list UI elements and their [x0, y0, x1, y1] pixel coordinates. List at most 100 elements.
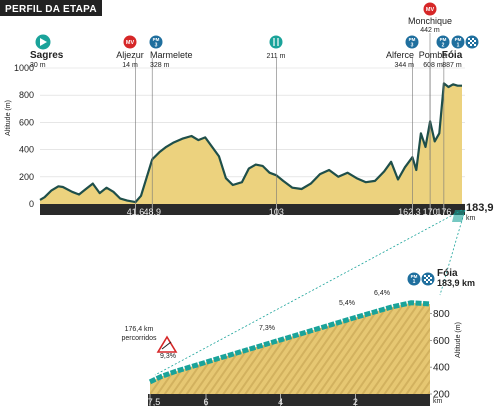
place-name: Marmelete — [150, 50, 193, 60]
y-tick-label: 200 — [433, 390, 450, 401]
finish-distance: 183,9 km — [466, 202, 494, 222]
y-tick-label: 1000 — [14, 63, 34, 73]
y-tick-label: 800 — [433, 309, 450, 320]
mv-icon-label: MV — [126, 40, 135, 46]
pm-icon-number: 3 — [155, 43, 158, 49]
place-altitude: 887 m — [442, 62, 462, 69]
x-ticks: 7,5 6 4 2 — [148, 394, 358, 407]
start-annotation: 176,4 km percorridos — [121, 326, 178, 353]
mv-icon-label: MV — [426, 7, 435, 13]
y-ticks: 0 200 400 600 800 1000 — [14, 63, 34, 209]
pm-icon-label: PM — [409, 37, 416, 42]
pm-icon — [407, 272, 421, 286]
finish-km-value: 183,9 — [466, 202, 494, 214]
checker-square — [472, 38, 474, 40]
page-title: PERFIL DA ETAPA — [5, 4, 97, 15]
x-tick-label: 6 — [203, 397, 208, 407]
pm-icon — [436, 35, 450, 49]
road-bar — [148, 394, 430, 406]
place-altitude: 211 m — [267, 53, 286, 60]
pm-icon-label: PM — [440, 37, 447, 42]
x-tick-label: 176 — [436, 207, 451, 217]
start-km-label: 176,4 km — [125, 326, 154, 333]
main-profile-chart: Altitude (m) 0 200 400 600 800 1000 41,6 48,9 1… — [5, 2, 494, 222]
summit-km: 183,9 km — [437, 278, 475, 288]
start-km-sublabel: percorridos — [121, 335, 157, 342]
place-name: Monchique — [408, 16, 452, 26]
title-bar: PERFIL DA ETAPA — [0, 0, 102, 16]
steep-warning-slope — [161, 341, 172, 350]
checker-square — [470, 44, 472, 46]
pm-icon-label: PM — [153, 37, 160, 42]
zoom-marker — [452, 210, 465, 222]
pm-icon-number: 1 — [413, 279, 416, 285]
finish-km-unit: km — [466, 215, 476, 222]
pm-icon-label: PM — [455, 37, 462, 42]
y-tick-label: 400 — [19, 145, 34, 155]
pm-icon-number: 3 — [411, 43, 414, 49]
x-tick-label: 170 — [423, 207, 438, 217]
x-tick-label: 48,9 — [143, 207, 161, 217]
x-tick-label: 41,6 — [127, 207, 145, 217]
place-name: Alferce — [386, 50, 414, 60]
summit-name: Fóia — [437, 268, 458, 279]
profile-area — [40, 83, 462, 204]
checker-square — [474, 44, 476, 46]
x-tick-label: 2 — [353, 397, 358, 407]
x-tick-label: 4 — [278, 397, 283, 407]
summit-label: PM 1 Fóia 183,9 km — [407, 268, 475, 288]
place-altitude: 608 m — [423, 62, 443, 69]
y-tick-label: 0 — [29, 199, 34, 209]
zoom-connector — [154, 209, 466, 376]
place-altitude: 442 m — [420, 27, 440, 34]
gradient-labels: 9,3% 7,3% 5,4% 6,4% — [160, 290, 390, 360]
pm-icon-number: 1 — [457, 43, 460, 49]
y-tick-label: 400 — [433, 363, 450, 374]
gradient-label: 5,4% — [339, 300, 355, 307]
x-tick-label: 7,5 — [148, 397, 161, 407]
checker-square — [474, 40, 476, 42]
place-name: Pomba — [419, 50, 448, 60]
place-altitude: 344 m — [395, 62, 415, 69]
pm-icon — [405, 35, 419, 49]
climb-line — [148, 300, 431, 385]
zoom-x-axis-label: km — [433, 398, 443, 405]
zoom-y-axis-label: Altitude (m) — [455, 322, 462, 358]
place-name: Sagres — [30, 50, 64, 61]
profile-line — [39, 82, 462, 204]
place-aljezur: MV Aljezur 14 m — [116, 35, 144, 69]
zoom-line-right — [439, 209, 466, 296]
pm-icon — [451, 35, 465, 49]
title-background — [0, 0, 102, 16]
gradient-label: 6,4% — [374, 290, 390, 297]
x-tick-label: 162,3 — [398, 207, 421, 217]
place-feed-zone: 211 m — [267, 35, 286, 60]
climb-area — [150, 302, 430, 394]
checker-square — [472, 42, 474, 44]
pm-icon-number: 2 — [442, 43, 445, 49]
pm-icon — [149, 35, 163, 49]
place-altitude: 328 m — [150, 62, 170, 69]
start-arrow — [40, 38, 47, 46]
road-bar — [40, 204, 465, 215]
y-tick-label: 800 — [19, 90, 34, 100]
gradient-label: 7,3% — [259, 325, 275, 332]
place-name: Aljezur — [116, 50, 144, 60]
mv-icon — [423, 2, 437, 16]
y-tick-label: 600 — [19, 117, 34, 127]
y-ticks: 200 400 600 800 — [428, 309, 450, 401]
checker-square — [470, 40, 472, 42]
pm-icon-label: PM — [411, 274, 418, 279]
feed-zone-icon — [269, 35, 283, 49]
mv-icon — [123, 35, 137, 49]
gradient-label: 9,3% — [160, 353, 176, 360]
x-tick-label: 103 — [269, 207, 284, 217]
checker-square — [468, 38, 470, 40]
place-altitude: 30 m — [30, 62, 46, 69]
